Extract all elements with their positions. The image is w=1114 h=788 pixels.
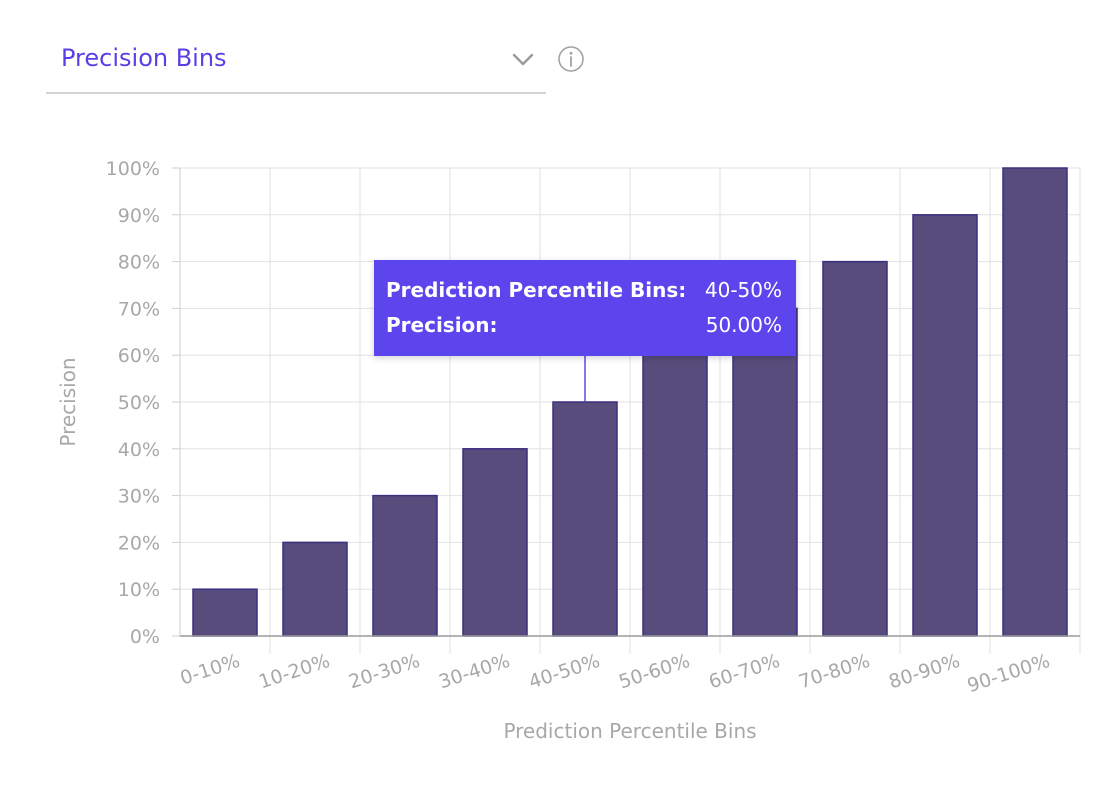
tooltip-row-bin: Prediction Percentile Bins: 40-50% — [386, 278, 782, 304]
axes — [172, 167, 1080, 637]
bars — [192, 167, 1068, 637]
y-tick-label: 0% — [130, 626, 160, 648]
tooltip-label-bin: Prediction Percentile Bins: — [386, 278, 687, 302]
x-tick-label: 50-60% — [616, 650, 692, 694]
bar-60-70%[interactable] — [732, 307, 798, 637]
metric-selector[interactable]: Precision Bins — [46, 30, 546, 94]
y-tick-label: 90% — [118, 205, 160, 227]
bar-tooltip: Prediction Percentile Bins: 40-50% Preci… — [374, 260, 796, 356]
y-tick-label: 10% — [118, 579, 160, 601]
bar-0-10%[interactable] — [192, 588, 258, 637]
y-tick-label: 50% — [118, 392, 160, 414]
x-axis-title: Prediction Percentile Bins — [503, 719, 756, 743]
y-tick-label: 70% — [118, 298, 160, 320]
bar-10-20%[interactable] — [282, 541, 348, 637]
y-tick-label: 80% — [118, 252, 160, 274]
x-tick-label: 40-50% — [526, 650, 602, 694]
bar-80-90%[interactable] — [912, 214, 978, 637]
tooltip-value-bin: 40-50% — [704, 278, 782, 302]
y-tick-label: 60% — [118, 345, 160, 367]
chevron-down-icon[interactable] — [510, 46, 536, 72]
x-tick-label: 10-20% — [256, 650, 332, 694]
y-tick-label: 20% — [118, 532, 160, 554]
y-axis-title: Precision — [56, 357, 80, 446]
bar-20-30%[interactable] — [372, 494, 438, 637]
x-tick-label: 90-100% — [965, 650, 1053, 697]
x-tick-label: 20-30% — [346, 650, 422, 694]
bar-70-80%[interactable] — [822, 260, 888, 637]
x-tick-label: 30-40% — [436, 650, 512, 694]
y-tick-label: 40% — [118, 439, 160, 461]
y-tick-label: 100% — [106, 158, 160, 180]
y-tick-label: 30% — [118, 486, 160, 508]
tooltip-label-precision: Precision: — [386, 313, 498, 337]
bar-40-50%[interactable] — [552, 401, 618, 637]
x-tick-label: 60-70% — [706, 650, 782, 694]
x-tick-label: 80-90% — [886, 650, 962, 694]
bar-30-40%[interactable] — [462, 448, 528, 637]
bar-90-100%[interactable] — [1002, 167, 1068, 637]
tooltip-row-precision: Precision: 50.00% — [386, 313, 782, 339]
tooltip-value-precision: 50.00% — [705, 313, 782, 337]
x-tick-label: 70-80% — [796, 650, 872, 694]
bar-50-60%[interactable] — [642, 354, 708, 637]
x-tick-label: 0-10% — [178, 650, 243, 690]
metric-selector-value: Precision Bins — [61, 44, 227, 72]
info-icon[interactable] — [557, 45, 585, 73]
